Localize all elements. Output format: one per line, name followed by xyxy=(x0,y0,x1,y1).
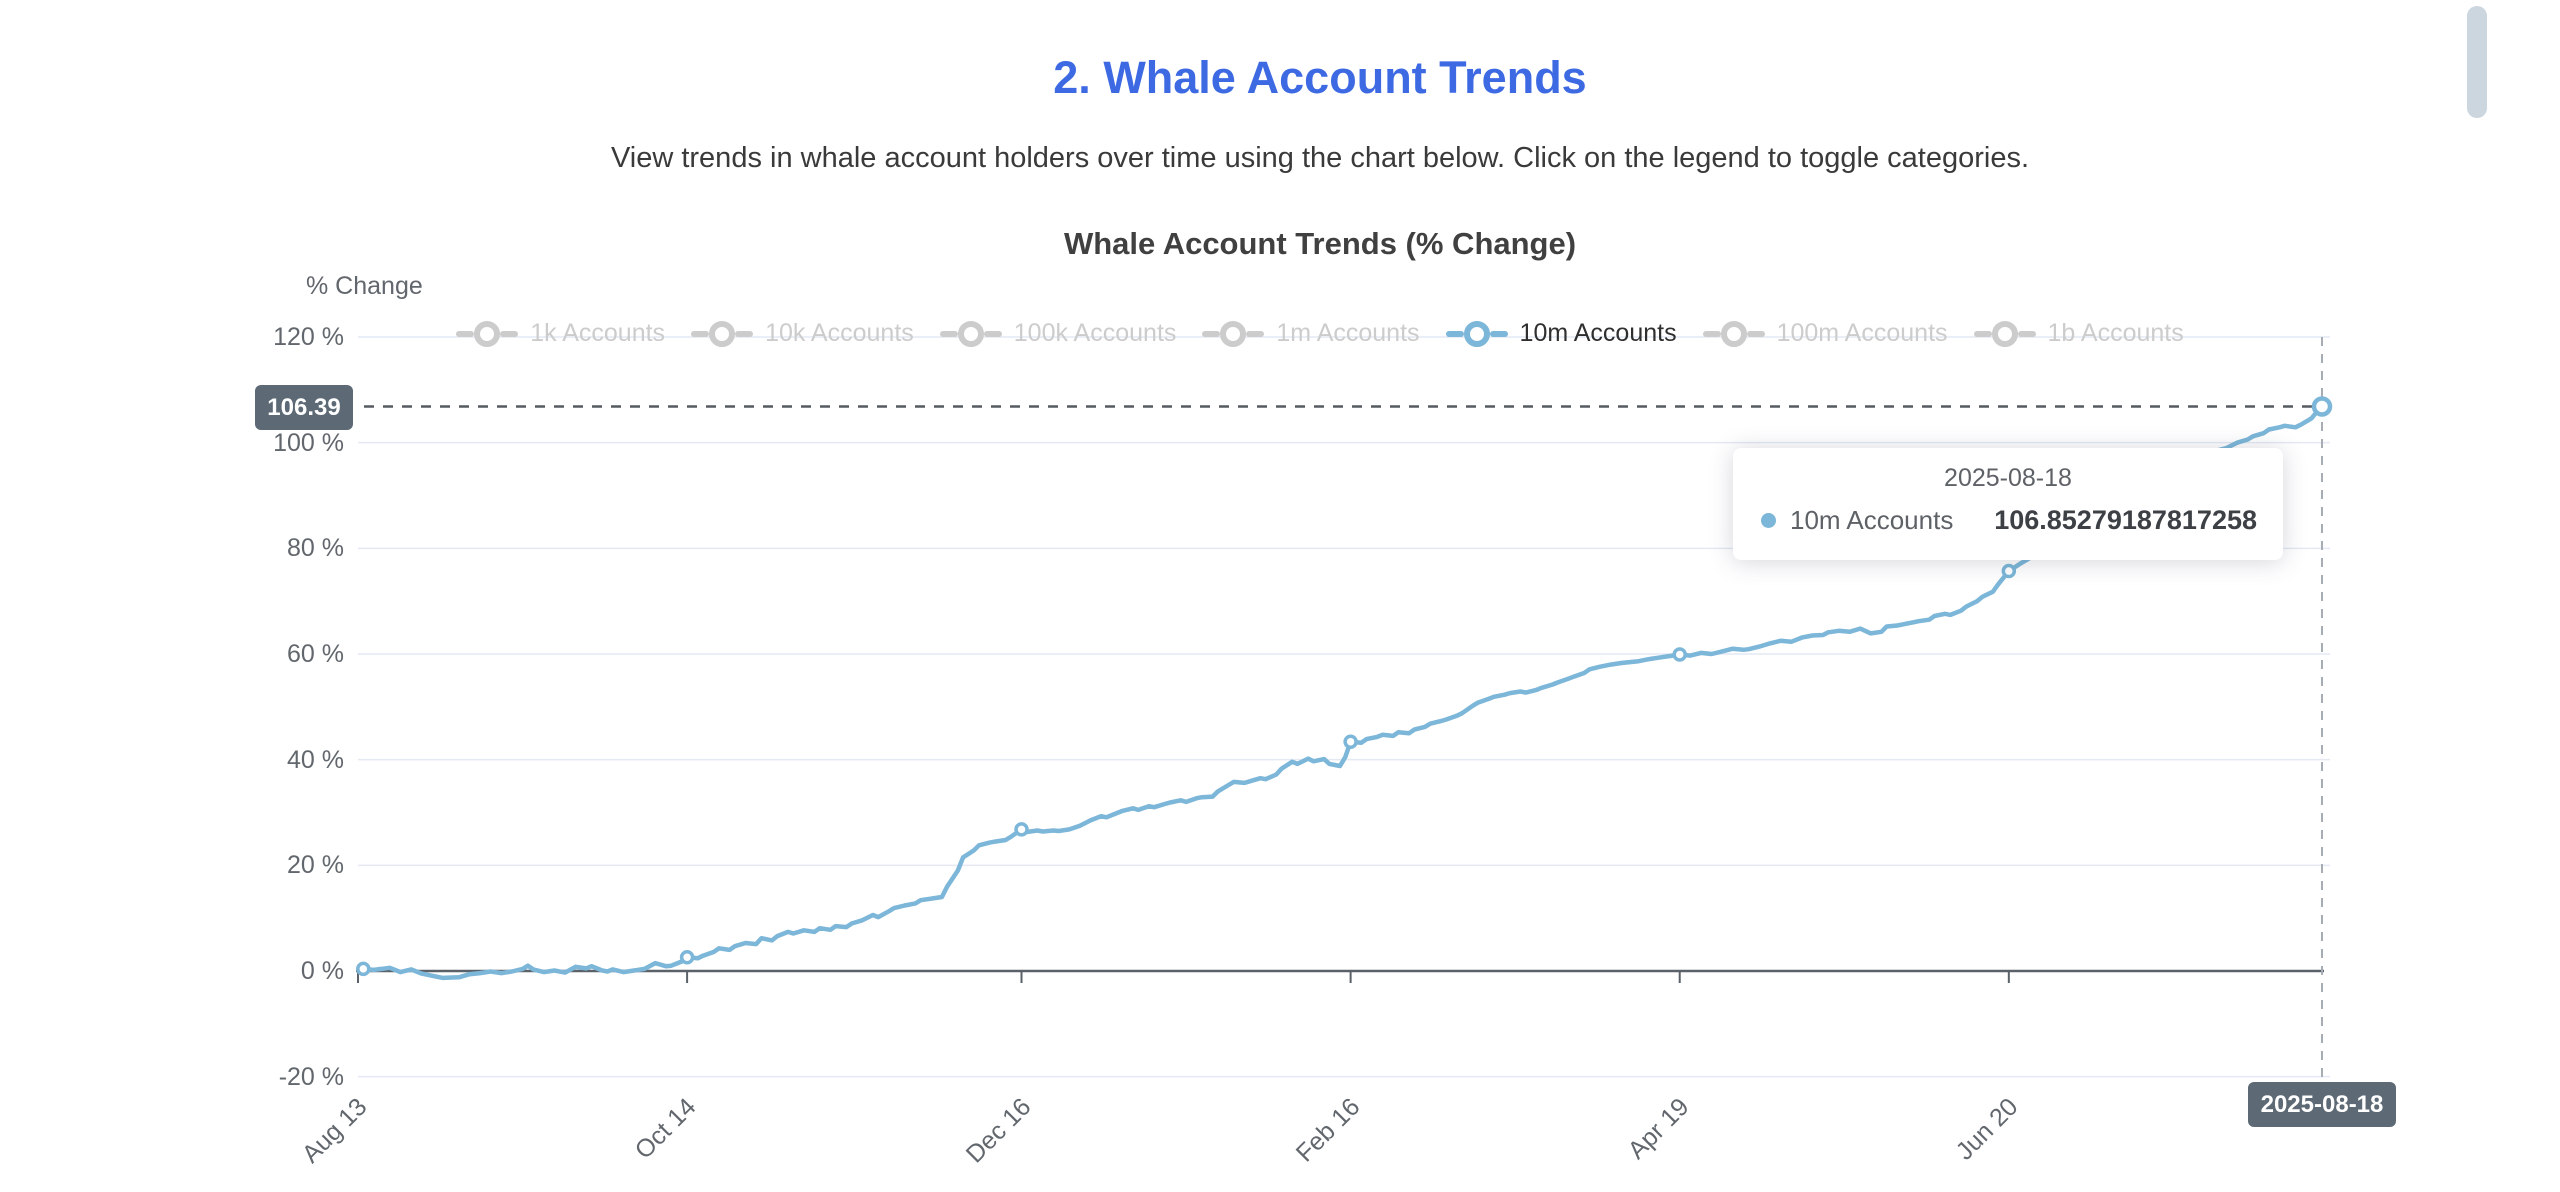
hovered-data-point xyxy=(2311,396,2333,417)
scrollbar-thumb[interactable] xyxy=(2467,6,2487,118)
data-point-marker xyxy=(679,950,695,965)
y-tick-label: 0 % xyxy=(300,957,344,985)
legend-label: 10m Accounts xyxy=(1519,319,1677,347)
legend-label: 100k Accounts xyxy=(1013,319,1177,347)
legend-line-icon xyxy=(1445,330,1464,337)
x-axis-pointer-label: 2025-08-18 xyxy=(2248,1082,2396,1127)
legend-label: 1m Accounts xyxy=(1276,319,1420,347)
y-tick-label: -20 % xyxy=(278,1062,344,1091)
legend-ring-icon xyxy=(474,320,501,347)
tooltip-date: 2025-08-18 xyxy=(1944,464,2072,492)
tooltip-row: 10m Accounts 106.85279187817258 xyxy=(1761,505,2257,536)
legend-line-icon xyxy=(939,330,958,337)
chart-tooltip: 2025-08-18 10m Accounts 106.852791878172… xyxy=(1733,448,2283,560)
data-point-marker xyxy=(1672,647,1687,662)
tooltip-series-name: 10m Accounts xyxy=(1790,505,1954,535)
data-point-marker xyxy=(2001,563,2017,579)
y-axis-name: % Change xyxy=(306,272,423,300)
legend-line-icon xyxy=(691,330,710,337)
legend-item-100k-accounts[interactable]: 100k Accounts xyxy=(939,319,1177,348)
series-dot-icon xyxy=(1761,513,1776,528)
legend-line-icon xyxy=(735,330,754,337)
legend-ring-icon xyxy=(957,320,984,347)
data-point-marker xyxy=(356,961,371,977)
y-tick-label: 20 % xyxy=(287,851,344,880)
y-axis-pointer-label: 106.39 xyxy=(255,385,353,430)
legend-label: 100m Accounts xyxy=(1776,319,1948,347)
chart-title: Whale Account Trends (% Change) xyxy=(1063,226,1577,261)
legend-line-icon xyxy=(1246,330,1265,337)
legend-label: 1b Accounts xyxy=(2047,319,2184,347)
page-subtitle: View trends in whale account holders ove… xyxy=(610,142,2030,174)
legend-line-icon xyxy=(1489,330,1508,337)
legend-item-10k-accounts[interactable]: 10k Accounts xyxy=(691,319,914,348)
y-tick-label: 40 % xyxy=(287,745,344,774)
tooltip-series-value: 106.85279187817258 xyxy=(1994,505,2257,535)
legend-ring-icon xyxy=(1463,320,1490,347)
series-line-10m-accounts xyxy=(361,404,2325,981)
y-tick-label: 120 % xyxy=(273,323,344,351)
legend-item-10m-accounts[interactable]: 10m Accounts xyxy=(1445,319,1677,348)
legend-ring-icon xyxy=(1991,320,2018,347)
legend-ring-icon xyxy=(1720,320,1747,347)
legend-line-icon xyxy=(1973,330,1992,337)
legend-line-icon xyxy=(983,330,1002,337)
legend-line-icon xyxy=(456,330,475,337)
legend-label: 10k Accounts xyxy=(765,319,914,347)
page-title: 2. Whale Account Trends xyxy=(1053,52,1587,103)
legend-ring-icon xyxy=(1220,320,1247,347)
chart-legend: 1k Accounts 10k Accounts 100k Accounts 1m A… xyxy=(80,319,2560,348)
legend-line-icon xyxy=(1202,330,1221,337)
data-point-marker xyxy=(1343,734,1358,749)
legend-item-100m-accounts[interactable]: 100m Accounts xyxy=(1702,319,1948,348)
legend-line-icon xyxy=(1746,330,1765,337)
data-point-marker xyxy=(1014,822,1029,837)
y-tick-label: 60 % xyxy=(287,640,344,668)
y-tick-label: 100 % xyxy=(273,428,344,457)
legend-item-1k-accounts[interactable]: 1k Accounts xyxy=(456,319,665,348)
legend-line-icon xyxy=(2017,330,2036,337)
legend-ring-icon xyxy=(709,320,736,347)
y-tick-label: 80 % xyxy=(287,534,344,563)
legend-label: 1k Accounts xyxy=(530,319,666,347)
legend-item-1m-accounts[interactable]: 1m Accounts xyxy=(1202,319,1420,348)
legend-item-1b-accounts[interactable]: 1b Accounts xyxy=(1973,319,2184,348)
legend-line-icon xyxy=(1702,330,1721,337)
legend-line-icon xyxy=(500,330,519,337)
